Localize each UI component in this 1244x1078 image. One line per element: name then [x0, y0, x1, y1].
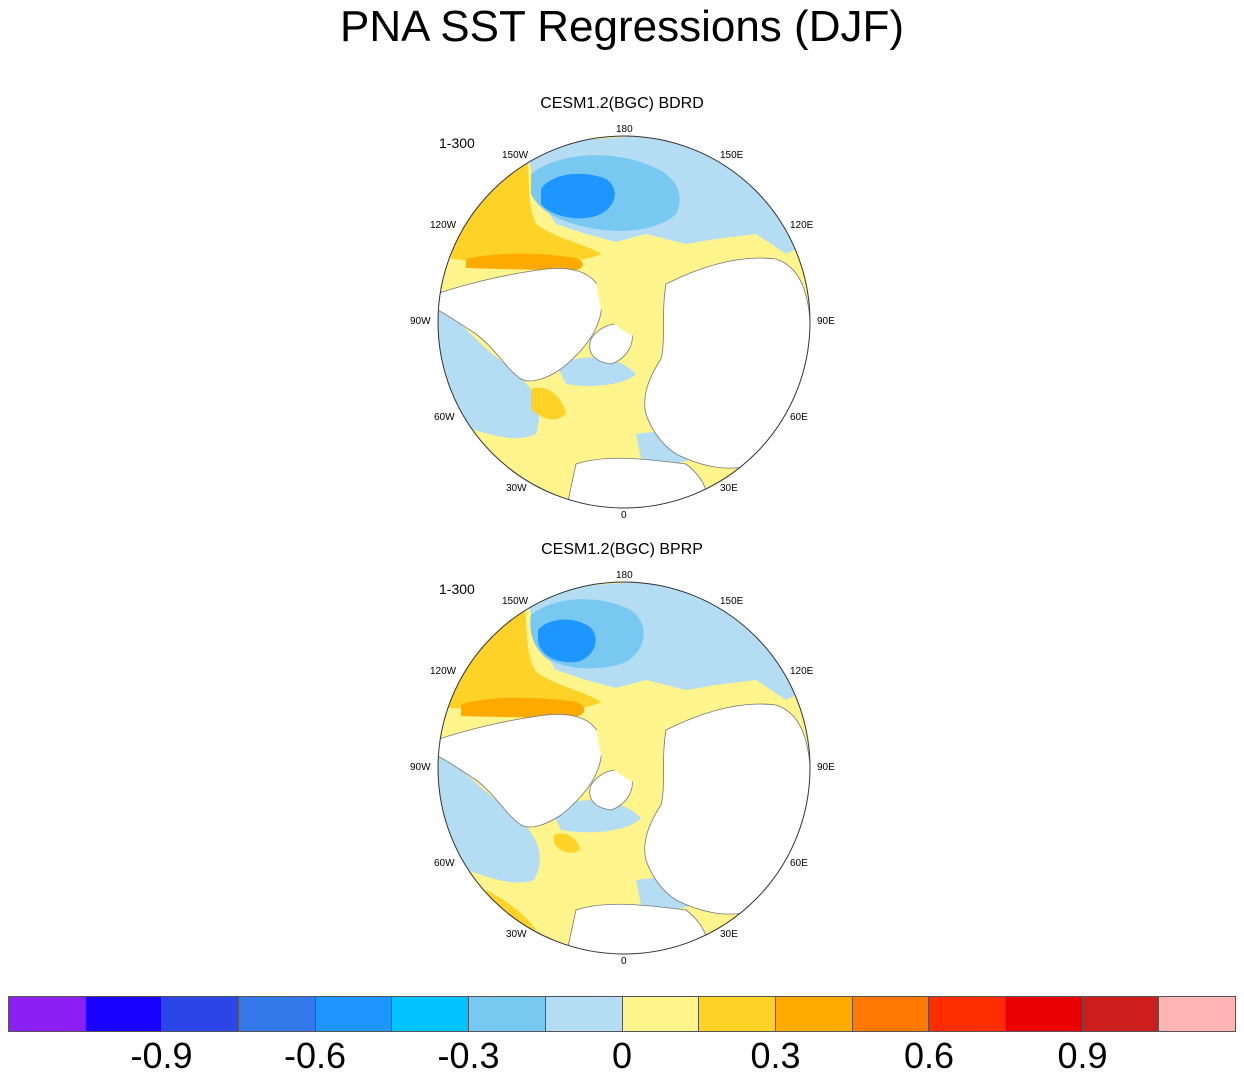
lon-label-180: 180	[616, 570, 633, 581]
lon-label-60e: 60E	[790, 858, 808, 869]
colorbar-tick-label: -0.3	[437, 1035, 500, 1076]
lon-label-90e: 90E	[817, 316, 835, 327]
sst-negative-strong	[538, 619, 596, 663]
colorbar-tick-label: 0.3	[750, 1035, 801, 1076]
sst-negative-atlantic	[438, 755, 540, 883]
lon-label-30e: 30E	[720, 483, 738, 494]
colorbar-swatch	[699, 997, 776, 1031]
lon-label-30w: 30W	[506, 483, 527, 494]
main-title: PNA SST Regressions (DJF)	[339, 2, 904, 51]
lon-label-0: 0	[621, 956, 627, 967]
land-africa	[565, 903, 708, 954]
colorbar-swatch	[852, 997, 930, 1031]
colorbar-swatch	[1005, 997, 1083, 1031]
colorbar-swatch	[545, 997, 623, 1031]
lon-label-120e: 120E	[790, 220, 814, 231]
sst-positive-moderate	[466, 253, 583, 270]
lon-label-0: 0	[621, 510, 627, 521]
colorbar-swatch	[162, 997, 240, 1031]
sst-negative-strong	[541, 173, 615, 219]
land-eurasia	[644, 257, 810, 469]
colorbar-swatch	[392, 997, 470, 1031]
year-range-label: 1-300	[439, 135, 475, 151]
land-north-america	[438, 268, 603, 382]
colorbar-swatch	[1082, 997, 1160, 1031]
lon-label-150e: 150E	[720, 596, 744, 607]
lon-label-120e: 120E	[790, 666, 814, 677]
land-eurasia	[644, 703, 810, 915]
lon-label-120w: 120W	[430, 220, 457, 231]
sst-positive-weak	[451, 149, 601, 264]
land-north-america	[438, 714, 603, 828]
land-greenland	[589, 769, 633, 811]
colorbar-tick-label: 0.9	[1057, 1035, 1108, 1076]
colorbar-swatch	[469, 997, 546, 1031]
land-africa	[565, 457, 708, 508]
sst-positive-weak	[448, 598, 601, 712]
colorbar-tick-label: 0.6	[903, 1035, 955, 1076]
lon-label-90e: 90E	[817, 762, 835, 773]
colorbar-tick-label: 0	[611, 1035, 633, 1076]
colorbar	[8, 996, 1236, 1032]
lon-label-60w: 60W	[434, 858, 455, 869]
colorbar-swatch	[929, 997, 1006, 1031]
panel-title: CESM1.2(BGC) BPRP	[541, 541, 703, 558]
lon-label-150e: 150E	[720, 150, 744, 161]
lon-label-150w: 150W	[502, 596, 529, 607]
lon-label-90w: 90W	[410, 316, 431, 327]
colorbar-tick-label: -0.6	[283, 1035, 347, 1076]
colorbar-swatch	[9, 997, 86, 1031]
polar-map	[437, 581, 811, 955]
lon-label-30w: 30W	[506, 929, 527, 940]
sst-negative-atlantic	[438, 304, 540, 439]
sst-positive-bermuda	[481, 890, 536, 931]
colorbar-swatch	[315, 997, 393, 1031]
lon-label-120w: 120W	[430, 666, 457, 677]
colorbar-swatch	[85, 997, 163, 1031]
colorbar-swatch	[239, 997, 316, 1031]
lon-label-150w: 150W	[502, 150, 529, 161]
colorbar-swatch	[775, 997, 853, 1031]
colorbar-swatch	[1159, 997, 1235, 1031]
lon-label-60w: 60W	[434, 412, 455, 423]
lon-label-90w: 90W	[410, 762, 431, 773]
sst-negative-subpolar	[556, 357, 636, 386]
sst-negative-subpolar	[551, 800, 641, 833]
sst-positive-atlantic	[531, 387, 566, 420]
panel-title: CESM1.2(BGC) BDRD	[540, 95, 704, 112]
sst-positive-atlantic	[554, 833, 580, 853]
sst-positive-moderate	[461, 697, 585, 718]
arctic-ocean	[596, 724, 663, 785]
lon-label-180: 180	[616, 124, 633, 135]
lon-label-30e: 30E	[720, 929, 738, 940]
polar-map	[437, 135, 811, 509]
land-greenland	[589, 323, 633, 365]
year-range-label: 1-300	[439, 581, 475, 597]
arctic-ocean	[596, 278, 663, 339]
colorbar-swatch	[622, 997, 700, 1031]
lon-label-60e: 60E	[790, 412, 808, 423]
colorbar-tick-label: -0.9	[130, 1035, 193, 1076]
